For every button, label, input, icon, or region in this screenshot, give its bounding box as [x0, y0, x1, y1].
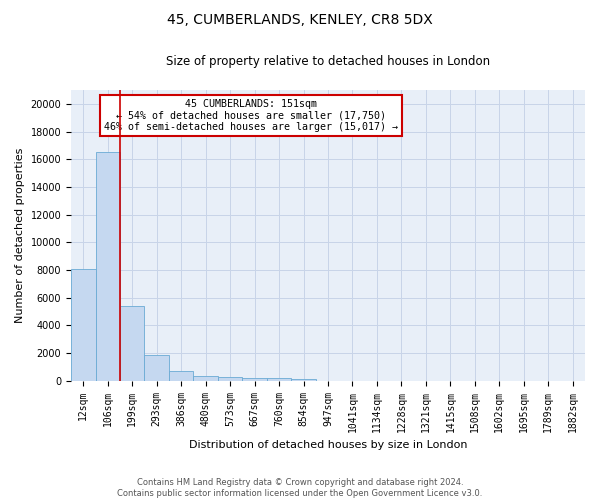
Bar [169, 371, 193, 381]
Bar [267, 378, 292, 381]
Text: Contains HM Land Registry data © Crown copyright and database right 2024.
Contai: Contains HM Land Registry data © Crown c… [118, 478, 482, 498]
Text: 45 CUMBERLANDS: 151sqm
← 54% of detached houses are smaller (17,750)
46% of semi: 45 CUMBERLANDS: 151sqm ← 54% of detached… [104, 98, 398, 132]
Bar [292, 378, 316, 381]
Text: 45, CUMBERLANDS, KENLEY, CR8 5DX: 45, CUMBERLANDS, KENLEY, CR8 5DX [167, 12, 433, 26]
Bar [71, 270, 95, 381]
Y-axis label: Number of detached properties: Number of detached properties [15, 148, 25, 323]
Bar [218, 377, 242, 381]
Bar [193, 376, 218, 381]
Title: Size of property relative to detached houses in London: Size of property relative to detached ho… [166, 55, 490, 68]
X-axis label: Distribution of detached houses by size in London: Distribution of detached houses by size … [189, 440, 467, 450]
Bar [120, 306, 145, 381]
Bar [145, 355, 169, 381]
Bar [242, 378, 267, 381]
Bar [95, 152, 120, 381]
